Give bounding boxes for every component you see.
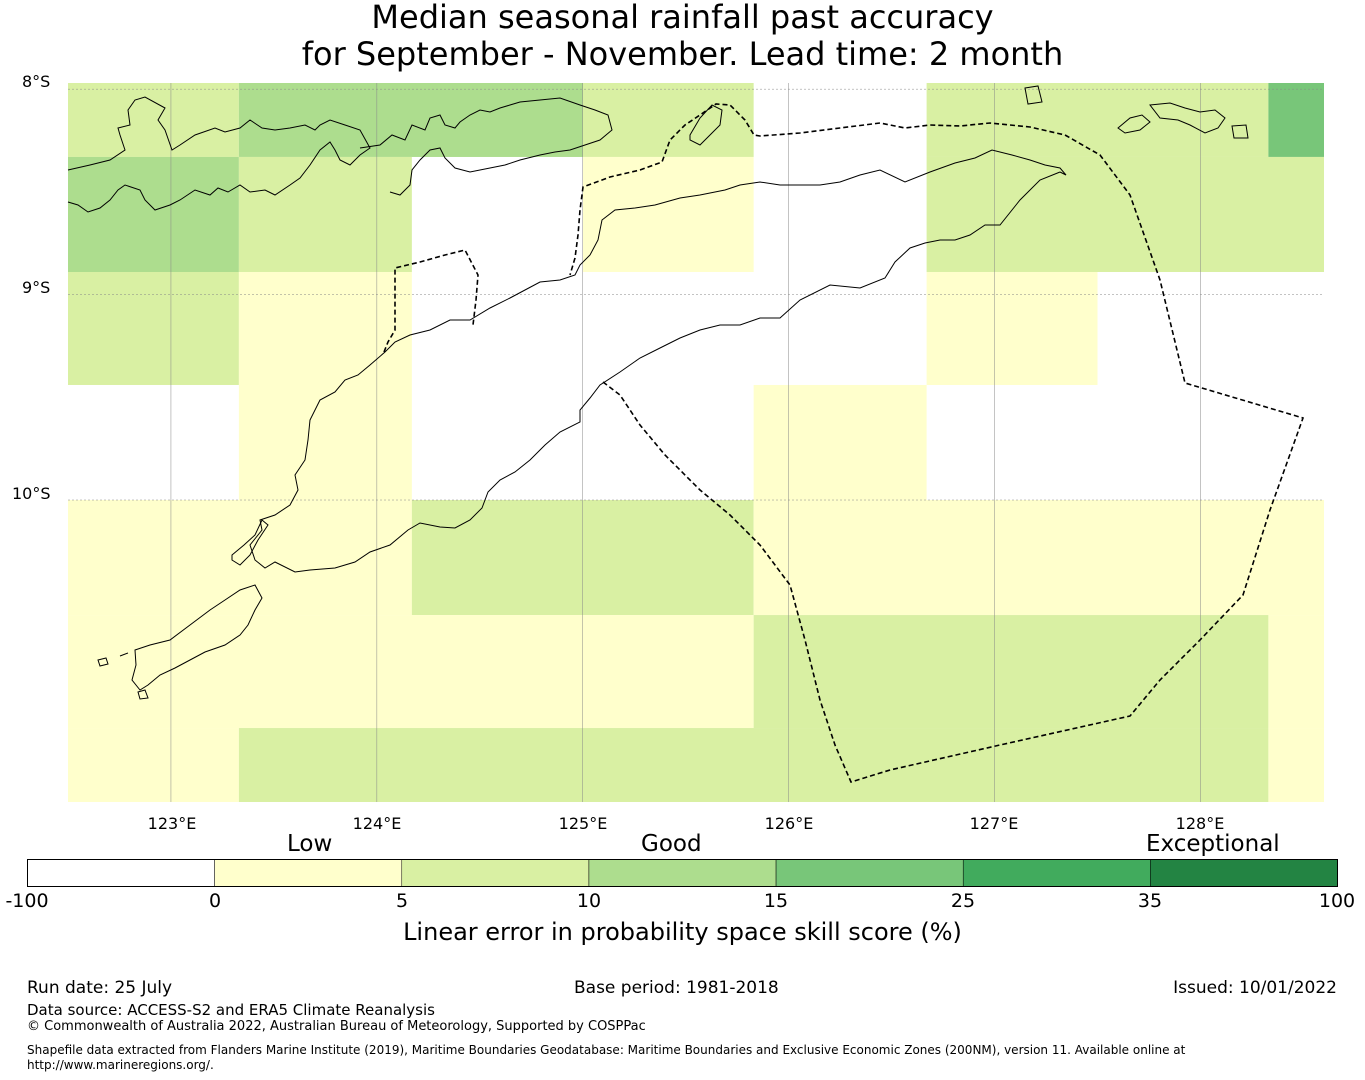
maritime-boundaries [383, 103, 1305, 783]
eez-boundary-oecusse [383, 249, 479, 353]
skill-grid-cell [68, 156, 239, 272]
skill-grid-cell [238, 271, 412, 385]
skill-grid-cell [238, 728, 1269, 802]
skill-grid-cell [68, 615, 754, 729]
coastline-rote [97, 584, 263, 691]
lon-label-127e: 127°E [969, 814, 1019, 833]
graticule-lines [68, 83, 1324, 802]
lon-label-124e: 124°E [352, 814, 402, 833]
colorbar-tick: 0 [208, 890, 222, 912]
lon-label-126e: 126°E [764, 814, 814, 833]
colorbar-tick: 25 [950, 890, 976, 912]
colorbar-swatch [775, 859, 964, 887]
run-date: Run date: 25 July [27, 978, 173, 998]
colorbar-swatch [588, 859, 777, 887]
shapefile-credit: Shapefile data extracted from Flanders M… [27, 1043, 1186, 1072]
map-title-line-2: for September - November. Lead time: 2 m… [301, 35, 1064, 73]
lat-label-9s: 9°S [22, 278, 51, 297]
issued-date: Issued: 10/01/2022 [1173, 978, 1337, 998]
lon-label-123e: 123°E [147, 814, 197, 833]
map-canvas [67, 83, 1324, 802]
colorbar-swatch [1150, 859, 1338, 887]
data-source: Data source: ACCESS-S2 and ERA5 Climate … [27, 1001, 435, 1019]
base-period: Base period: 1981-2018 [574, 978, 779, 998]
skill-grid-cell [1268, 615, 1324, 729]
copyright: © Commonwealth of Australia 2022, Austra… [27, 1019, 646, 1034]
coastline-islet-a [1117, 114, 1151, 134]
coastline-timor [249, 149, 1067, 573]
map-title-line-1: Median seasonal rainfall past accuracy [371, 0, 994, 36]
coastline-islet-c [1231, 124, 1249, 139]
colorbar-tick: -100 [5, 890, 49, 912]
colorbar-tick: 35 [1137, 890, 1163, 912]
lat-label-10s: 10°S [12, 484, 51, 503]
colorbar-tick: 100 [1318, 890, 1356, 912]
coastline-islet-sw [137, 519, 269, 700]
skill-grid-cell [1268, 83, 1324, 157]
lon-label-128e: 128°E [1175, 814, 1225, 833]
skill-grid-cell [68, 83, 239, 157]
colorbar [27, 859, 1338, 887]
skill-grid-cell [1268, 728, 1324, 802]
skill-grid-cell [68, 271, 239, 385]
colorbar-tick: 15 [763, 890, 789, 912]
skill-grid-cell [753, 500, 1324, 616]
skill-grid-cell [753, 384, 927, 501]
legend-label-exceptional: Exceptional [1146, 831, 1280, 857]
skill-grid-cell [238, 156, 412, 272]
colorbar-tick: 5 [395, 890, 409, 912]
coastline-alor [689, 104, 723, 146]
coastline-islet-b [1024, 85, 1043, 105]
skill-grid-cell [238, 384, 412, 501]
legend-label-good: Good [641, 831, 702, 857]
skill-grid-cell [68, 728, 239, 802]
lon-label-125e: 125°E [558, 814, 608, 833]
coastline-north-islands [67, 96, 371, 213]
skill-grid-cell [238, 83, 583, 157]
coastlines [67, 85, 1249, 700]
legend-label-low: Low [287, 831, 333, 857]
skill-grid-cell [926, 271, 1098, 385]
colorbar-swatch [962, 859, 1151, 887]
colorbar-swatch [214, 859, 403, 887]
colorbar-title: Linear error in probability space skill … [403, 918, 962, 946]
lat-label-8s: 8°S [22, 72, 51, 91]
colorbar-tick: 10 [576, 890, 602, 912]
skill-grid-cell [926, 156, 1324, 272]
coastline-wetar [1149, 102, 1226, 134]
coastline-north-islands-2 [359, 97, 613, 196]
skill-grid-cell [753, 615, 1269, 729]
skill-grid-cells [68, 83, 1324, 802]
colorbar-swatch [27, 859, 215, 887]
colorbar-swatch [401, 859, 590, 887]
skill-grid-cell [926, 83, 1269, 157]
skill-grid-cell [68, 500, 412, 616]
